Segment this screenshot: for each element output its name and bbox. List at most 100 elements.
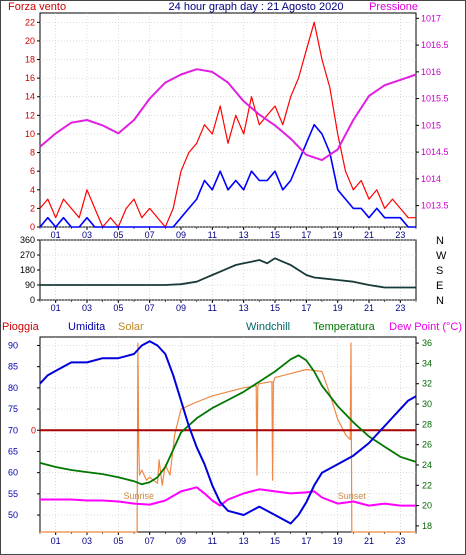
pressure-tick-label: 1017 [421,13,441,23]
wind-tick-label: 6 [30,166,35,176]
humidity-tick-label: 85 [8,362,18,372]
pressure-tick-label: 1016 [421,67,441,77]
wind-tick-label: 14 [25,92,35,102]
x-tick-label: 09 [176,536,186,546]
x-tick-label: 01 [51,230,61,240]
x-tick-label: 13 [239,230,249,240]
x-tick-label: 23 [395,230,405,240]
x-tick-label: 09 [176,230,186,240]
humidity-tick-label: 60 [8,468,18,478]
compass-label: N [436,235,444,247]
x-tick-label: 23 [395,303,405,313]
wind-tick-label: 18 [25,55,35,65]
wind-tick-label: 8 [30,148,35,158]
temperature-tick-label: 20 [422,501,432,511]
x-tick-label: 05 [113,230,123,240]
pressure-tick-label: 1016.5 [421,40,449,50]
direction-tick-label: 180 [20,265,35,275]
wind-tick-label: 10 [25,129,35,139]
compass-label: N [436,295,444,307]
pressure-tick-label: 1015.5 [421,94,449,104]
humidity-tick-label: 70 [8,425,18,435]
wind-tick-label: 22 [25,17,35,27]
temperature-tick-label: 28 [422,419,432,429]
pressure-tick-label: 1015 [421,120,441,130]
wind-tick-label: 4 [30,185,35,195]
pressure-tick-label: 1013.5 [421,201,449,211]
sunrise-annotation: Sunrise [123,491,154,501]
x-tick-label: 15 [270,303,280,313]
temperature-tick-label: 36 [422,338,432,348]
x-tick-label: 11 [208,303,217,313]
x-tick-label: 19 [333,303,343,313]
temperature-tick-label: 32 [422,379,432,389]
rain-value-label: 0 [31,425,36,435]
pressure-axis-label: Pressione [369,1,418,13]
x-tick-label: 15 [270,536,280,546]
wind-tick-label: 12 [25,110,35,120]
x-tick-label: 01 [51,536,61,546]
x-tick-label: 21 [364,303,374,313]
compass-label: S [436,265,443,277]
x-tick-label: 19 [333,230,343,240]
x-tick-label: 03 [82,230,92,240]
temperature-tick-label: 24 [422,460,432,470]
humidity-tick-label: 65 [8,446,18,456]
x-tick-label: 09 [176,303,186,313]
x-tick-label: 13 [239,303,249,313]
legend-dewpoint: Dew Point (°C) [389,321,462,333]
pressure-tick-label: 1014 [421,174,441,184]
compass-label: E [436,280,443,292]
wind-average-series [39,123,416,228]
temperature-tick-label: 34 [422,358,432,368]
direction-tick-label: 360 [20,235,35,245]
pressure-tick-label: 1014.5 [421,147,449,157]
x-tick-label: 17 [301,536,311,546]
wind-tick-label: 16 [25,73,35,83]
x-tick-label: 05 [113,536,123,546]
wind-tick-label: 2 [30,203,35,213]
x-tick-label: 11 [208,536,217,546]
x-tick-label: 11 [208,230,217,240]
temperature-tick-label: 18 [422,521,432,531]
direction-tick-label: 0 [30,295,35,305]
humidity-tick-label: 55 [8,489,18,499]
climate-legend: Pioggia Umidita Solar Windchill Temperat… [2,321,462,333]
wind-direction-series [40,257,416,289]
x-tick-label: 13 [239,536,249,546]
x-tick-label: 01 [51,303,61,313]
legend-rain: Pioggia [2,321,40,333]
x-tick-label: 15 [270,230,280,240]
chart-title: 24 hour graph day : 21 Agosto 2020 [169,1,344,13]
x-tick-label: 21 [364,536,374,546]
wind-tick-label: 20 [25,36,35,46]
direction-tick-label: 90 [25,280,35,290]
humidity-tick-label: 80 [8,383,18,393]
x-tick-label: 03 [82,536,92,546]
direction-tick-label: 270 [20,250,35,260]
dewpoint-series [40,486,416,507]
wind-tick-label: 0 [30,222,35,232]
legend-windchill: Windchill [246,321,290,333]
legend-temperature: Temperatura [313,321,376,333]
temperature-series [39,354,417,486]
x-tick-label: 03 [82,303,92,313]
x-tick-label: 05 [113,303,123,313]
temperature-tick-label: 26 [422,440,432,450]
x-tick-label: 19 [333,536,343,546]
x-tick-label: 07 [145,230,155,240]
humidity-tick-label: 75 [8,404,18,414]
pressure-series [39,68,417,162]
x-tick-label: 23 [395,536,405,546]
x-tick-label: 17 [301,230,311,240]
legend-solar: Solar [118,321,144,333]
legend-humidity: Umidita [68,321,106,333]
temperature-tick-label: 22 [422,480,432,490]
humidity-tick-label: 90 [8,340,18,350]
sunset-annotation: Sunset [338,491,367,501]
x-tick-label: 21 [364,230,374,240]
x-tick-label: 07 [145,303,155,313]
humidity-tick-label: 50 [8,510,18,520]
